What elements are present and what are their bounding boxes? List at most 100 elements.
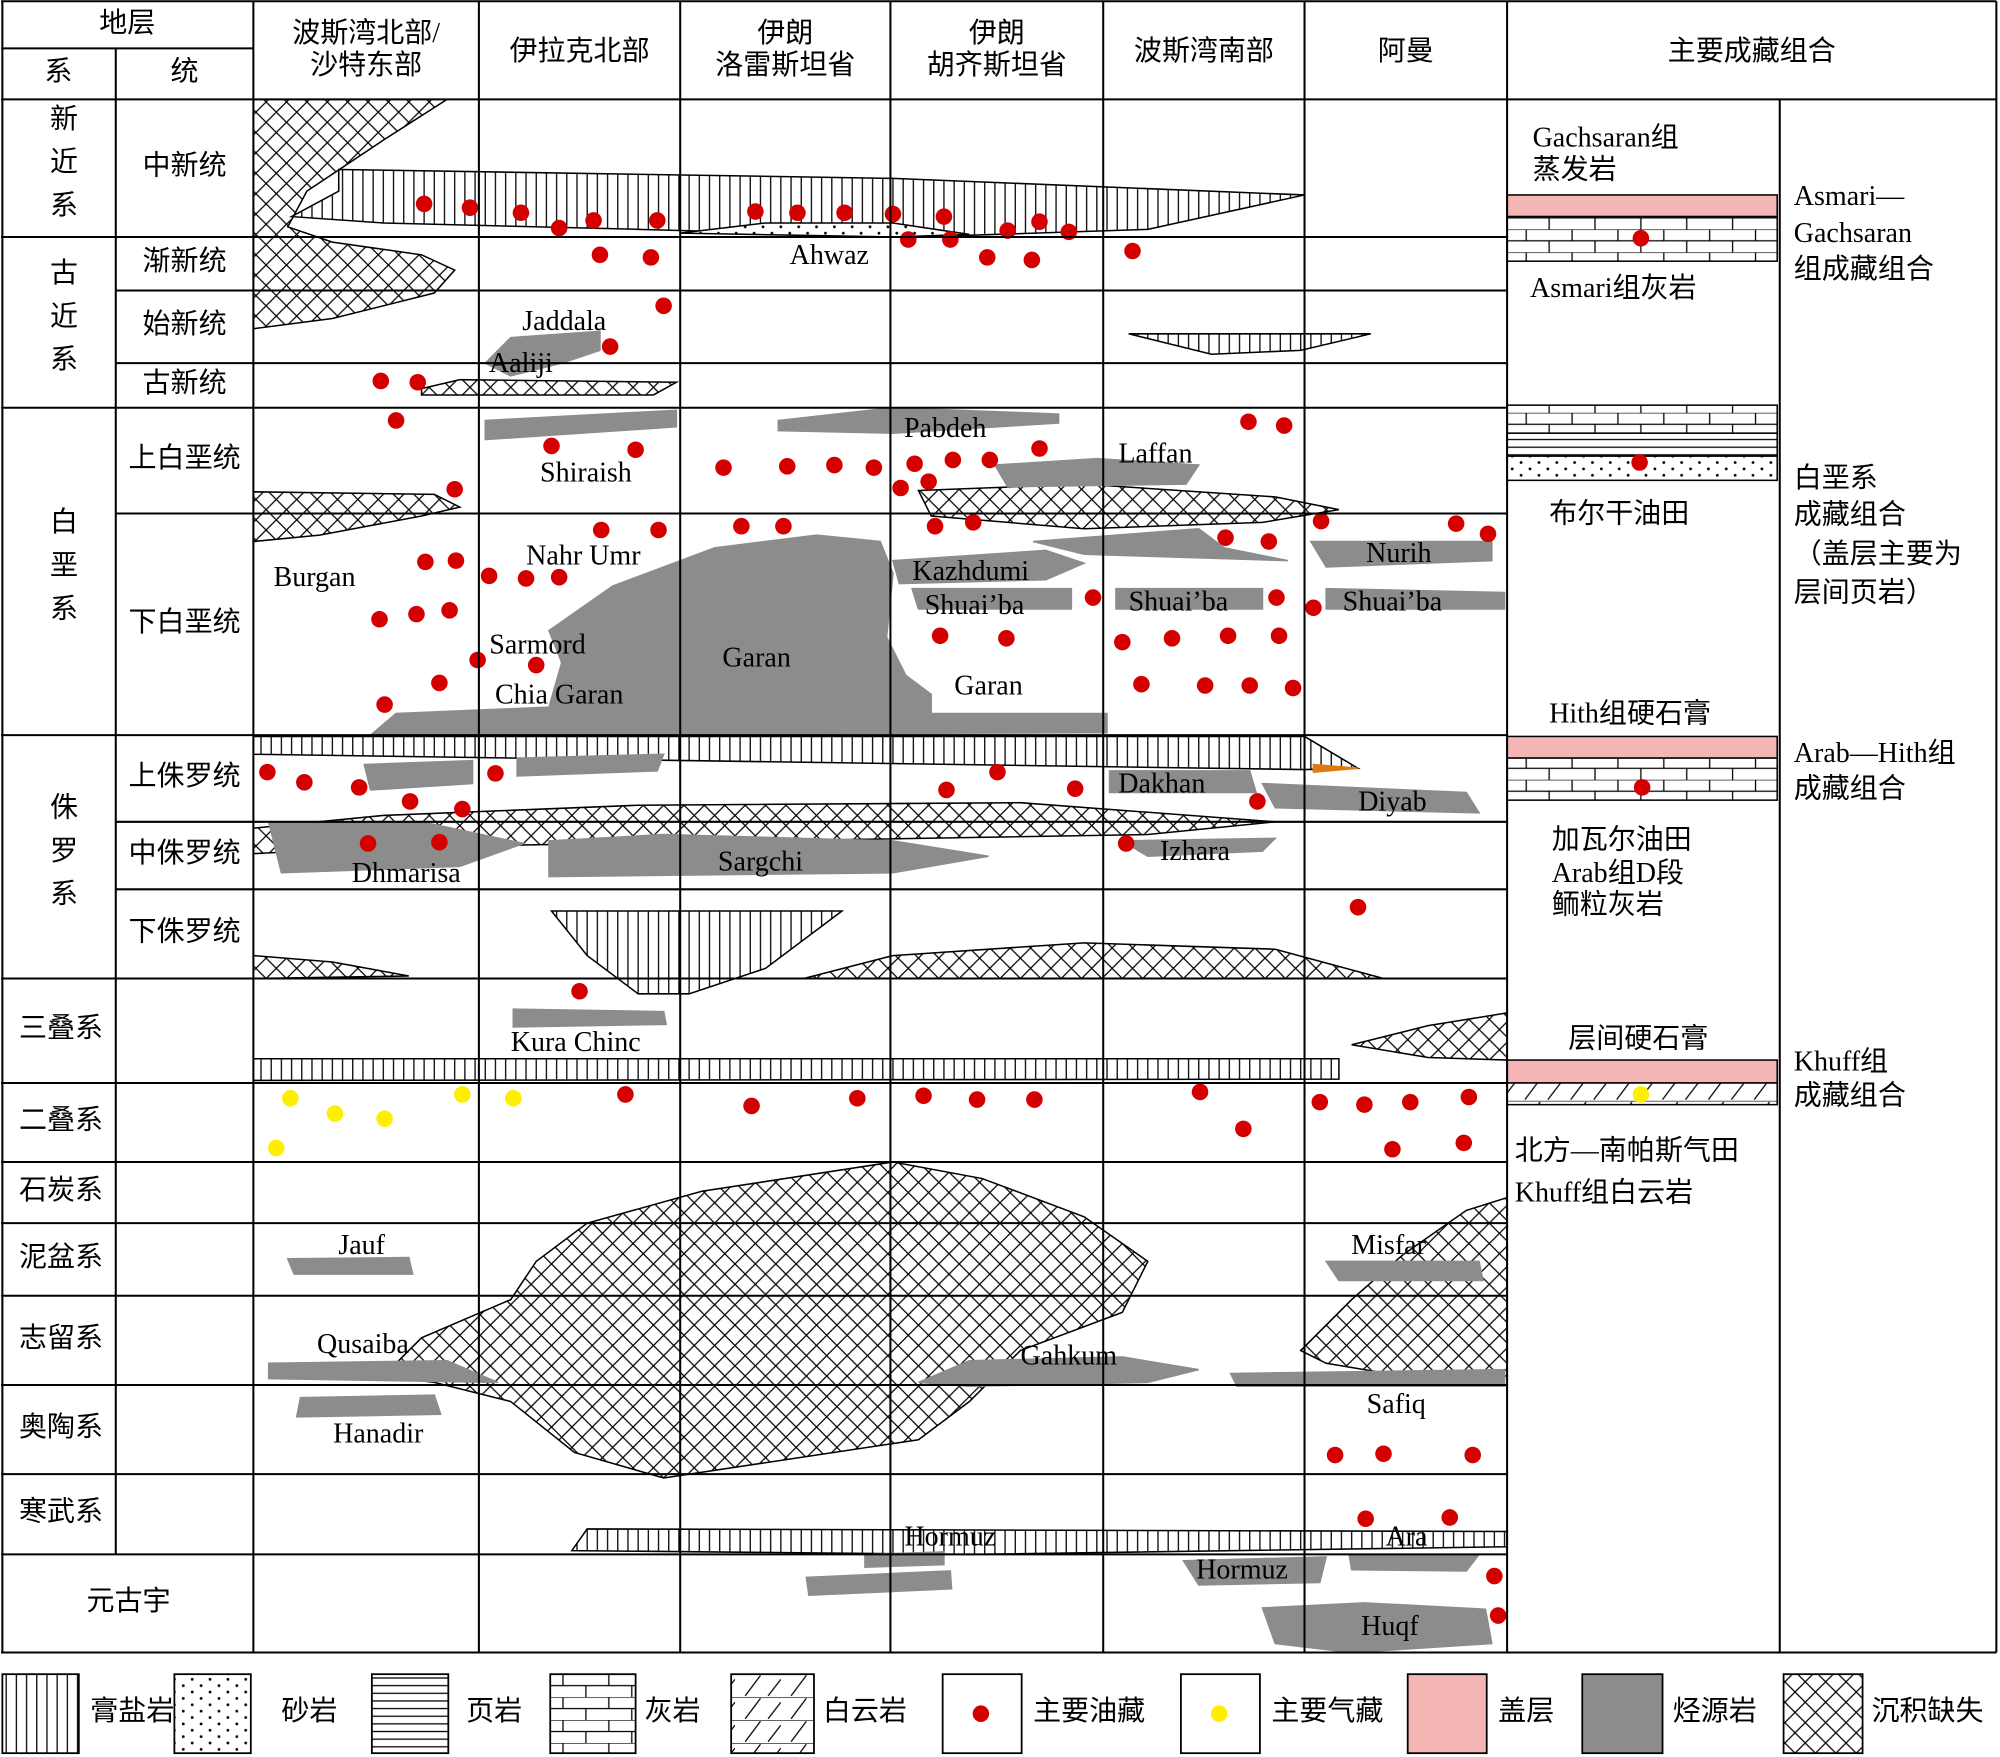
hiatus — [381, 1161, 1149, 1479]
oil-pool — [592, 521, 610, 539]
label: 波斯湾北部/ — [292, 17, 440, 49]
oil-pool — [775, 517, 792, 535]
oil-pool — [1349, 898, 1367, 916]
label: （盖层主要为 — [1794, 538, 1962, 570]
label: Nahr Umr — [526, 540, 641, 571]
oil-pool — [1191, 1083, 1209, 1101]
oil-pool — [431, 674, 448, 692]
legend-swatch — [1782, 1673, 1864, 1755]
label: 沉积缺失 — [1871, 1695, 1983, 1727]
source-rock — [1309, 540, 1493, 568]
oil-pool — [543, 437, 560, 455]
label: Safiq — [1367, 1389, 1426, 1420]
oil-pool — [1326, 1446, 1344, 1464]
oil-pool — [1460, 1088, 1478, 1106]
source-rock — [1119, 837, 1278, 857]
label: Hanadir — [333, 1418, 424, 1449]
oil-pool — [401, 793, 419, 810]
label: Huqf — [1361, 1611, 1419, 1642]
oil-pool — [1632, 229, 1650, 247]
evaporite — [570, 1528, 1508, 1556]
oil-pool — [376, 696, 393, 713]
oil-pool — [1268, 589, 1285, 606]
oil-pool — [1217, 529, 1234, 546]
oil-pool — [1240, 413, 1257, 431]
oil-pool — [915, 1087, 932, 1105]
oil-pool — [999, 222, 1016, 239]
label: Hith组硬石膏 — [1549, 697, 1711, 729]
label: Chia Garan — [495, 679, 623, 710]
oil-pool — [627, 441, 644, 459]
oil-pool — [469, 651, 486, 669]
oil-pool — [571, 982, 588, 1000]
oil-pool — [1441, 1509, 1459, 1526]
oil-pool — [259, 763, 276, 781]
oil-pool — [892, 479, 909, 497]
label: 下侏罗统 — [129, 915, 241, 947]
oil-pool — [408, 605, 425, 623]
label: 烃源岩 — [1673, 1695, 1757, 1727]
source-rock — [295, 1394, 442, 1418]
label: Jaddala — [522, 306, 607, 337]
oil-pool — [789, 204, 806, 222]
label: 白云岩 — [823, 1695, 907, 1727]
evaporite — [549, 910, 845, 995]
label: 元古宇 — [86, 1585, 170, 1617]
oil-pool — [1375, 1445, 1392, 1463]
limestone — [1506, 404, 1778, 434]
label: 成藏组合 — [1794, 499, 1906, 531]
label: 侏罗系 — [45, 792, 77, 922]
oil-pool — [296, 774, 313, 791]
hiatus — [917, 483, 1340, 530]
label: 上白垩统 — [129, 442, 241, 474]
oil-pool — [1114, 633, 1131, 651]
oil-pool — [865, 459, 883, 476]
oil-pool — [1196, 677, 1214, 694]
source-rock — [1032, 527, 1289, 562]
oil-pool — [1163, 630, 1181, 647]
source-rock — [1182, 1556, 1328, 1586]
oil-pool — [550, 219, 568, 237]
source-rock — [805, 1570, 953, 1596]
label: 波斯湾南部 — [1134, 35, 1274, 67]
oil-pool — [371, 610, 388, 628]
label: 胡齐斯坦省 — [927, 49, 1067, 81]
label: 主要成藏组合 — [1668, 35, 1836, 67]
source-rock — [286, 1256, 414, 1275]
label: 加瓦尔油田 — [1552, 824, 1692, 856]
label: Arab组D段 — [1552, 857, 1684, 889]
source-rock — [1115, 587, 1264, 610]
oil-pool — [836, 204, 853, 222]
source-rock — [368, 534, 1108, 736]
oil-pool — [1031, 440, 1048, 457]
oil-pool — [1275, 417, 1293, 434]
label: 白垩系 — [45, 506, 76, 636]
label: Misfar — [1351, 1230, 1426, 1261]
oil-pool — [441, 602, 458, 619]
oil-pool — [359, 835, 377, 852]
oil-pool — [648, 212, 666, 229]
label: 盖层 — [1498, 1695, 1554, 1727]
label: Hormuz — [1196, 1555, 1288, 1586]
oil-pool — [655, 297, 672, 315]
source-rock — [918, 1356, 1199, 1387]
oil-pool — [454, 800, 471, 818]
label: 下白垩统 — [129, 606, 241, 638]
oil-pool — [931, 627, 949, 645]
source-rock — [1261, 1602, 1493, 1654]
label: 层间页岩） — [1794, 576, 1934, 608]
lithology-shapes — [1, 98, 1864, 1755]
label: 伊朗 — [969, 17, 1025, 49]
source-rock — [516, 753, 665, 777]
oil-pool — [1026, 1091, 1043, 1108]
label: Dakhan — [1118, 769, 1205, 800]
oil-pool — [1133, 675, 1150, 693]
label: 新近系 — [45, 103, 76, 233]
oil-pool — [1084, 589, 1102, 606]
label: 白垩系 — [1794, 462, 1878, 494]
oil-pool — [1356, 1096, 1373, 1113]
oil-pool — [1124, 242, 1141, 260]
